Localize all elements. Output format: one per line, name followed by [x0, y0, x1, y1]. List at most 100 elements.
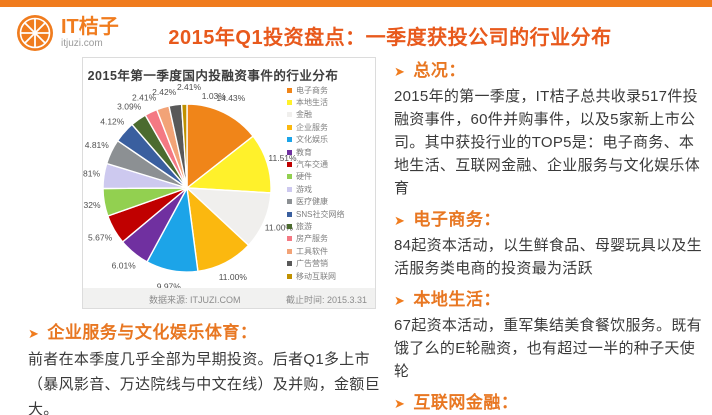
- page-title: 2015年Q1投资盘点：一季度获投公司的行业分布: [168, 27, 612, 49]
- chart-panel: 2015年第一季度国内投融资事件的行业分布 14.43% 11.51% 11.00%…: [82, 57, 376, 309]
- section-body-text: 前者在本季度几乎全部为早期投资。后者Q1多上市（暴风影音、万达院线与中文在线）及…: [28, 351, 380, 415]
- legend-label: 硬件: [296, 172, 312, 182]
- section-heading-text: 本地生活：: [413, 290, 501, 309]
- legend-label: 医疗健康: [296, 197, 328, 207]
- legend-swatch: [287, 223, 292, 229]
- legend-item: 本地生活: [287, 96, 375, 108]
- section-heading-text: 互联网金融：: [413, 393, 519, 412]
- legend-item: SNS社交网络: [287, 208, 375, 220]
- pie-percent-label: 3.09%: [117, 101, 142, 111]
- pie-percent-label: 4.81%: [85, 140, 110, 150]
- pie-percent-label: 5.32%: [83, 200, 101, 210]
- section-heading: ➤ 本地生活：: [394, 289, 708, 312]
- section-body-text: 67起资本活动，重军集结美食餐饮服务。既有饿了么的E轮融资，也有超过一半的种子天…: [394, 317, 702, 380]
- legend-label: 电子商务: [296, 85, 328, 95]
- pie-percent-label: 2.41%: [177, 82, 202, 92]
- legend-swatch: [287, 137, 292, 143]
- legend-swatch: [287, 100, 292, 106]
- logo: IT桔子 itjuzi.com: [16, 14, 119, 52]
- logo-name: IT桔子: [61, 16, 119, 38]
- section-ecommerce: ➤ 电子商务： 84起资本活动，以生鲜食品、母婴玩具以及生活服务类电商的投资最为…: [394, 209, 708, 280]
- legend-label: 移动互联网: [296, 271, 336, 281]
- legend-swatch: [287, 186, 292, 192]
- pie-percent-label: 9.97%: [157, 281, 182, 290]
- pie-chart: 14.43% 11.51% 11.00% 11.00% 9.97% 6.01% 5.67% 5…: [83, 82, 297, 290]
- pie-percent-label: 14.43%: [216, 93, 245, 103]
- chart-title: 2015年第一季度国内投融资事件的行业分布: [87, 69, 339, 83]
- logo-text-block: IT桔子 itjuzi.com: [61, 16, 119, 50]
- cutoff-date-label: 截止时间: 2015.3.31: [285, 295, 367, 305]
- legend-label: 教育: [296, 147, 312, 157]
- legend-item: 硬件: [287, 171, 375, 183]
- section-heading-text: 电子商务：: [413, 210, 501, 229]
- section-enterprise-culture: ➤ 企业服务与文化娱乐体育： 前者在本季度几乎全部为早期投资。后者Q1多上市（暴…: [28, 320, 384, 415]
- section-heading-text: 总况：: [413, 61, 466, 80]
- legend-label: 汽车交通: [296, 160, 328, 170]
- section-heading: ➤ 电子商务：: [394, 209, 708, 232]
- legend-label: SNS社交网络: [296, 209, 345, 219]
- section-heading: ➤ 总况：: [394, 60, 708, 83]
- legend-label: 游戏: [296, 184, 312, 194]
- legend-swatch: [287, 236, 292, 242]
- orange-fruit-icon: [17, 15, 53, 51]
- legend-label: 工具软件: [296, 246, 328, 256]
- legend-item: 企业服务: [287, 121, 375, 133]
- legend-item: 工具软件: [287, 245, 375, 257]
- legend-swatch: [287, 124, 292, 130]
- legend-item: 房产服务: [287, 233, 375, 245]
- pie-percent-label: 5.67%: [88, 233, 113, 243]
- chart-legend: 电子商务本地生活金融企业服务文化娱乐教育汽车交通硬件游戏医疗健康 SNS社交网络旅…: [287, 84, 375, 282]
- section-heading: ➤ 企业服务与文化娱乐体育：: [28, 322, 384, 345]
- legend-swatch: [287, 211, 292, 217]
- arrow-bullet-icon: ➤: [394, 213, 406, 228]
- legend-label: 本地生活: [296, 98, 328, 108]
- legend-swatch: [287, 112, 292, 118]
- legend-item: 医疗健康: [287, 196, 375, 208]
- legend-item: 游戏: [287, 183, 375, 195]
- data-source-label: 数据来源: ITJUZI.COM: [149, 295, 241, 305]
- legend-swatch: [287, 87, 292, 93]
- legend-swatch: [287, 273, 292, 279]
- legend-label: 企业服务: [296, 122, 328, 132]
- right-column: ➤ 总况： 2015年的第一季度，IT桔子总共收录517件投融资事件，60件并购…: [394, 58, 708, 415]
- logo-domain: itjuzi.com: [61, 38, 103, 49]
- arrow-bullet-icon: ➤: [394, 396, 406, 411]
- legend-item: 旅游: [287, 220, 375, 232]
- legend-label: 广告营销: [296, 259, 328, 269]
- section-heading: ➤ 互联网金融：: [394, 392, 708, 415]
- pie-percent-label: 2.42%: [152, 87, 177, 97]
- pie-percent-label: 4.81%: [83, 169, 100, 179]
- arrow-bullet-icon: ➤: [394, 293, 406, 308]
- pie-slice-电子商务: [186, 103, 255, 190]
- pie-percent-label: 11.00%: [219, 272, 248, 282]
- legend-swatch: [287, 174, 292, 180]
- legend-label: 房产服务: [296, 234, 328, 244]
- section-local-life: ➤ 本地生活： 67起资本活动，重军集结美食餐饮服务。既有饿了么的E轮融资，也有…: [394, 289, 708, 383]
- arrow-bullet-icon: ➤: [394, 64, 406, 79]
- pie-percent-label: 2.41%: [132, 93, 157, 103]
- legend-swatch: [287, 162, 292, 168]
- legend-item: 教育: [287, 146, 375, 158]
- section-internet-finance: ➤ 互联网金融： 64起资本活动，贷款拿下一半份额。轮次多为早期，但融资金额偏大…: [394, 392, 708, 415]
- legend-label: 金融: [296, 110, 312, 120]
- section-overview: ➤ 总况： 2015年的第一季度，IT桔子总共收录517件投融资事件，60件并购…: [394, 60, 708, 200]
- pie-percent-label: 11.51%: [268, 153, 297, 163]
- chart-footer-strip: 数据来源: ITJUZI.COM 截止时间: 2015.3.31: [83, 288, 375, 308]
- legend-swatch: [287, 199, 292, 205]
- legend-item: 电子商务: [287, 84, 375, 96]
- legend-label: 旅游: [296, 221, 312, 231]
- legend-swatch: [287, 248, 292, 254]
- legend-label: 文化娱乐: [296, 135, 328, 145]
- top-accent-bar: [0, 0, 712, 7]
- legend-swatch: [287, 149, 292, 155]
- section-body-text: 84起资本活动，以生鲜食品、母婴玩具以及生活服务类电商的投资最为活跃: [394, 237, 702, 277]
- pie-percent-label: 6.01%: [112, 260, 137, 270]
- arrow-bullet-icon: ➤: [28, 326, 40, 341]
- legend-item: 移动互联网: [287, 270, 375, 282]
- pie-percent-label: 11.00%: [265, 222, 294, 232]
- legend-item: 汽车交通: [287, 158, 375, 170]
- legend-swatch: [287, 261, 292, 267]
- pie-slice-移动互联网: [180, 103, 188, 189]
- pie-percent-label: 4.12%: [100, 117, 125, 127]
